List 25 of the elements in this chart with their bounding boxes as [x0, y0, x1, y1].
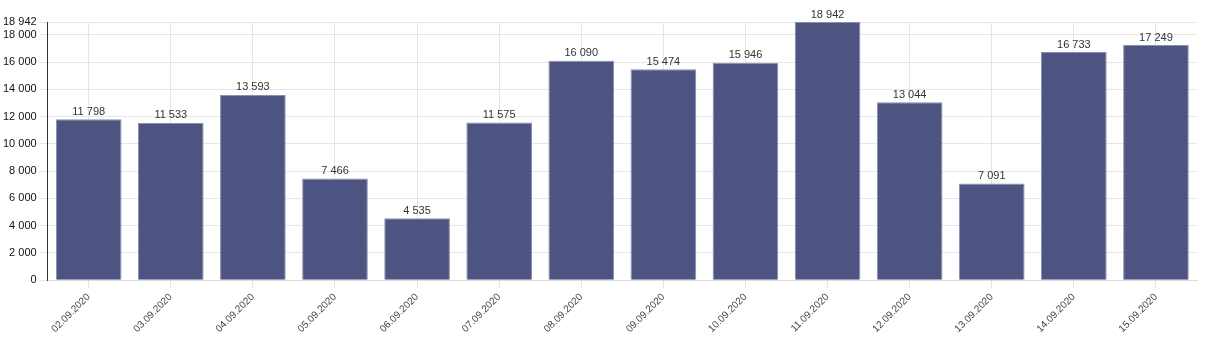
y-tick-label: 10 000: [2, 136, 37, 149]
data-label: 11 798: [72, 104, 106, 117]
data-label: 16 733: [1057, 37, 1091, 50]
y-tick-label: 8 000: [9, 164, 37, 177]
data-label: 18 942: [810, 7, 845, 20]
y-tick-label: 14 000: [2, 82, 37, 95]
data-label: 7 091: [977, 169, 1006, 182]
y-tick-label: 18 942: [2, 15, 37, 28]
y-tick-label: 18 000: [2, 27, 37, 40]
data-label: 4 535: [403, 203, 431, 216]
y-tick-label: 2 000: [9, 245, 37, 258]
data-label: 17 249: [1139, 30, 1173, 43]
data-label: 15 474: [646, 54, 681, 67]
data-label: 13 044: [892, 87, 927, 100]
data-label: 13 593: [236, 80, 270, 93]
data-label: 11 575: [482, 107, 516, 120]
y-tick-label: 6 000: [9, 191, 37, 204]
data-label: 11 533: [154, 108, 188, 121]
data-label: 7 466: [321, 163, 349, 176]
y-tick-label: 4 000: [9, 218, 37, 231]
y-tick-label: 0: [30, 273, 37, 286]
y-tick-label: 16 000: [2, 55, 37, 68]
y-tick-label: 12 000: [2, 109, 37, 122]
data-label: 16 090: [564, 46, 599, 59]
data-label: 15 946: [728, 48, 763, 61]
